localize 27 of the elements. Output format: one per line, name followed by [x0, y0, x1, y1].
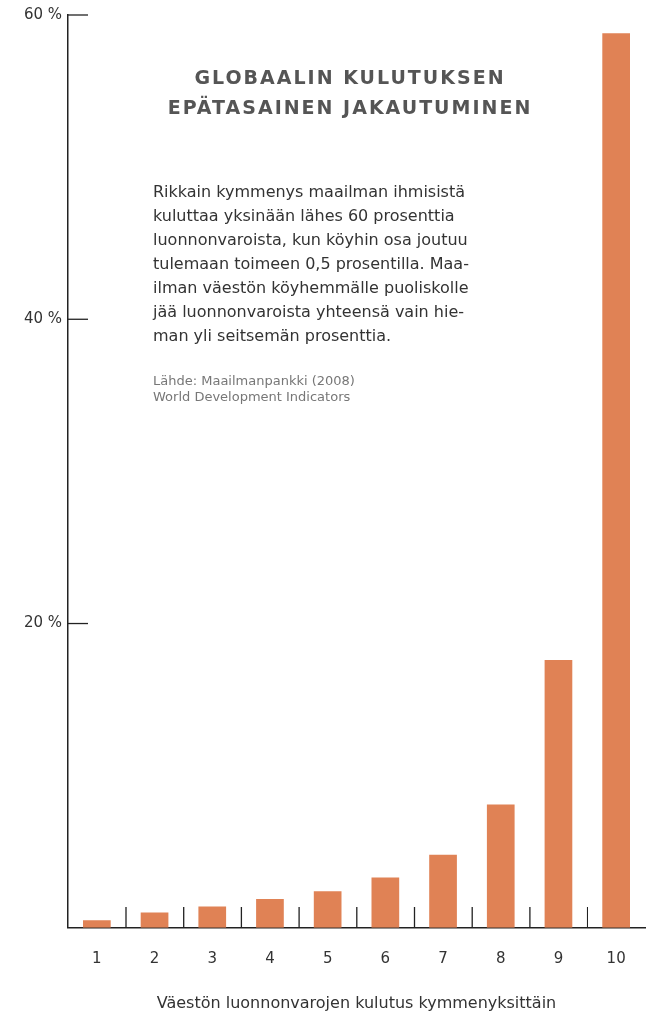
y-tick-label: 20 %: [23, 613, 62, 632]
x-tick-label: 6: [380, 948, 391, 967]
x-tick-label: 7: [438, 948, 448, 967]
bar: [256, 898, 284, 928]
bar: [429, 854, 457, 928]
annotation: Rikkain kymmenys maailman ihmisistä kuluttaa yksinään lähes 60 prosenttia luonnonvaroista, kun köyhin osa joutuu tulemaan toimeen 0,5 prosentilla. Maa- ilman väestön köyhemmälle puoliskolle jää luonnonvaroista yhteensä vain hie- man yli seitsemän prosenttia.: [153, 181, 470, 347]
bar: [140, 912, 169, 928]
text: GLOBAALIN KULUTUKSEN EPÄTASAINEN JAKAUTUMINEN: [166, 65, 534, 120]
y-tick-label: 40 %: [23, 309, 62, 328]
x-tick-label: 3: [207, 948, 218, 967]
x-tick-label: 10: [606, 948, 626, 967]
bar: [486, 804, 515, 928]
x-tick-label: 4: [265, 948, 275, 967]
bar: [313, 891, 342, 928]
x-tick-label: 1: [92, 948, 102, 967]
bar: [198, 906, 227, 928]
x-tick-label: 5: [322, 948, 333, 967]
bar: [83, 920, 111, 928]
x-tick-label: 9: [553, 948, 564, 967]
x-axis-title: Väestön luonnonvarojen kulutus kymmenyksittäin: [156, 992, 557, 1012]
annotation: Lähde: Maailmanpankki (2008) World Development Indicators: [153, 373, 356, 405]
x-tick-label: 2: [149, 948, 160, 967]
x-tick-label: 8: [495, 948, 506, 967]
y-tick-label: 60 %: [23, 4, 62, 23]
bar: [371, 877, 400, 928]
bar: [602, 33, 630, 928]
bar: [544, 660, 573, 928]
